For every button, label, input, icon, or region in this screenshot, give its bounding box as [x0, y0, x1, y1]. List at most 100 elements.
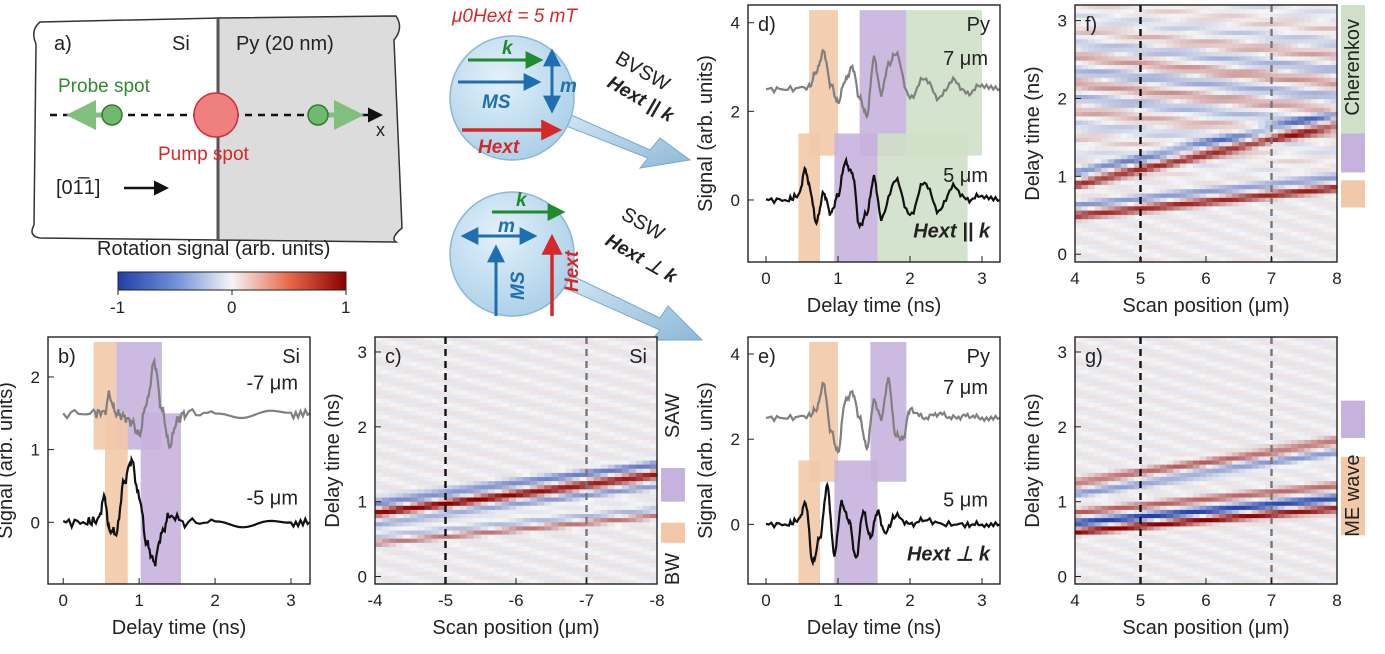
heatmap-cell — [551, 349, 559, 355]
heatmap-cell — [1166, 197, 1174, 203]
heatmap-cell — [551, 382, 559, 387]
heatmap-cell — [459, 353, 468, 359]
heatmap-cell — [635, 337, 644, 342]
heatmap-cell — [1192, 56, 1200, 62]
heatmap-cell — [1094, 60, 1102, 66]
heatmap-cell — [1081, 150, 1089, 156]
heatmap-cell — [494, 398, 503, 404]
heatmap-cell — [1134, 47, 1142, 53]
heatmap-cell — [1153, 112, 1161, 117]
heatmap-cell — [593, 423, 602, 429]
heatmap-cell — [1153, 5, 1161, 10]
heatmap-cell — [487, 448, 496, 453]
heatmap-cell — [579, 464, 588, 470]
heatmap-cell — [494, 349, 503, 355]
heatmap-cell — [593, 555, 602, 560]
heatmap-cell — [1147, 116, 1155, 122]
heatmap-cell — [628, 374, 637, 379]
heatmap-cell — [403, 542, 411, 548]
heatmap-cell — [551, 464, 559, 470]
heatmap-cell — [459, 559, 468, 564]
heatmap-cell — [1317, 69, 1325, 75]
heatmap-cell — [635, 382, 644, 387]
heatmap-cell — [1310, 184, 1318, 190]
heatmap-cell — [1140, 240, 1148, 246]
heatmap-cell — [1088, 142, 1096, 147]
heatmap-cell — [621, 559, 630, 564]
heatmap-cell — [424, 526, 432, 532]
heatmap-cell — [1330, 223, 1338, 229]
heatmap-cell — [537, 559, 545, 564]
heatmap-cell — [1114, 52, 1122, 57]
heatmap-cell — [396, 345, 404, 350]
heatmap-cell — [614, 489, 623, 494]
heatmap-cell — [508, 394, 517, 400]
heatmap-cell — [1166, 176, 1174, 182]
heatmap-cell — [389, 477, 397, 482]
heatmap-cell — [1238, 159, 1246, 165]
heatmap-cell — [382, 390, 390, 396]
heatmap-cell — [593, 579, 602, 585]
heatmap-cell — [1147, 133, 1155, 139]
heatmap-cell — [1310, 240, 1318, 246]
heatmap-cell — [1173, 167, 1181, 173]
heatmap-cell — [1088, 253, 1096, 259]
heatmap-cell — [410, 530, 418, 536]
heatmap-cell — [396, 518, 404, 523]
heatmap-cell — [417, 567, 425, 573]
heatmap-cell — [650, 378, 658, 383]
heatmap-cell — [579, 345, 588, 350]
heatmap-cell — [508, 509, 517, 515]
heatmap-cell — [1206, 202, 1214, 207]
heatmap-cell — [600, 452, 609, 457]
heatmap-cell — [558, 460, 566, 466]
heatmap-cell — [650, 522, 658, 527]
heatmap-cell — [1088, 180, 1096, 186]
heatmap-cell — [572, 411, 580, 416]
heatmap-cell — [1107, 73, 1115, 79]
heatmap-cell — [1330, 150, 1338, 156]
heatmap-cell — [438, 526, 446, 532]
heatmap-cell — [642, 369, 651, 375]
heatmap-cell — [642, 349, 651, 355]
heatmap-cell — [635, 571, 644, 577]
heatmap-cell — [1179, 5, 1187, 10]
heatmap-cell — [1127, 163, 1135, 169]
heatmap-cell — [621, 472, 630, 478]
heatmap-cell — [1278, 120, 1286, 126]
heatmap-cell — [473, 493, 482, 499]
heatmap-cell — [1265, 253, 1273, 259]
heatmap-cell — [593, 452, 602, 457]
heatmap-cell — [396, 378, 404, 383]
heatmap-cell — [607, 579, 616, 585]
heatmap-cell — [1206, 86, 1214, 92]
heatmap-cell — [1192, 206, 1200, 212]
heatmap-cell — [579, 493, 588, 499]
heatmap-cell — [1153, 73, 1161, 79]
heatmap-cell — [438, 369, 446, 375]
heatmap-cell — [642, 353, 651, 359]
heatmap-cell — [1140, 206, 1148, 212]
heatmap-cell — [1107, 146, 1115, 152]
heatmap-cell — [1271, 253, 1279, 259]
heatmap-cell — [1114, 219, 1122, 225]
heatmap-cell — [431, 386, 439, 392]
heatmap-cell — [1179, 176, 1187, 182]
heatmap-cell — [1075, 39, 1083, 45]
heatmap-cell — [642, 579, 651, 585]
heatmap-cell — [1206, 193, 1214, 199]
heatmap-cell — [628, 497, 637, 503]
heatmap-cell — [1212, 206, 1220, 212]
heatmap-cell — [1212, 193, 1220, 199]
heatmap-cell — [1271, 77, 1279, 83]
heatmap-cell — [417, 402, 425, 408]
heatmap-cell — [537, 374, 545, 379]
heatmap-cell — [650, 563, 658, 569]
heatmap-cell — [607, 394, 616, 400]
heatmap-cell — [389, 415, 397, 420]
x-axis-label: Scan position (μm) — [1122, 295, 1289, 317]
heatmap-cell — [1251, 116, 1259, 122]
heatmap-cell — [1192, 9, 1200, 15]
heatmap-cell — [396, 547, 404, 552]
